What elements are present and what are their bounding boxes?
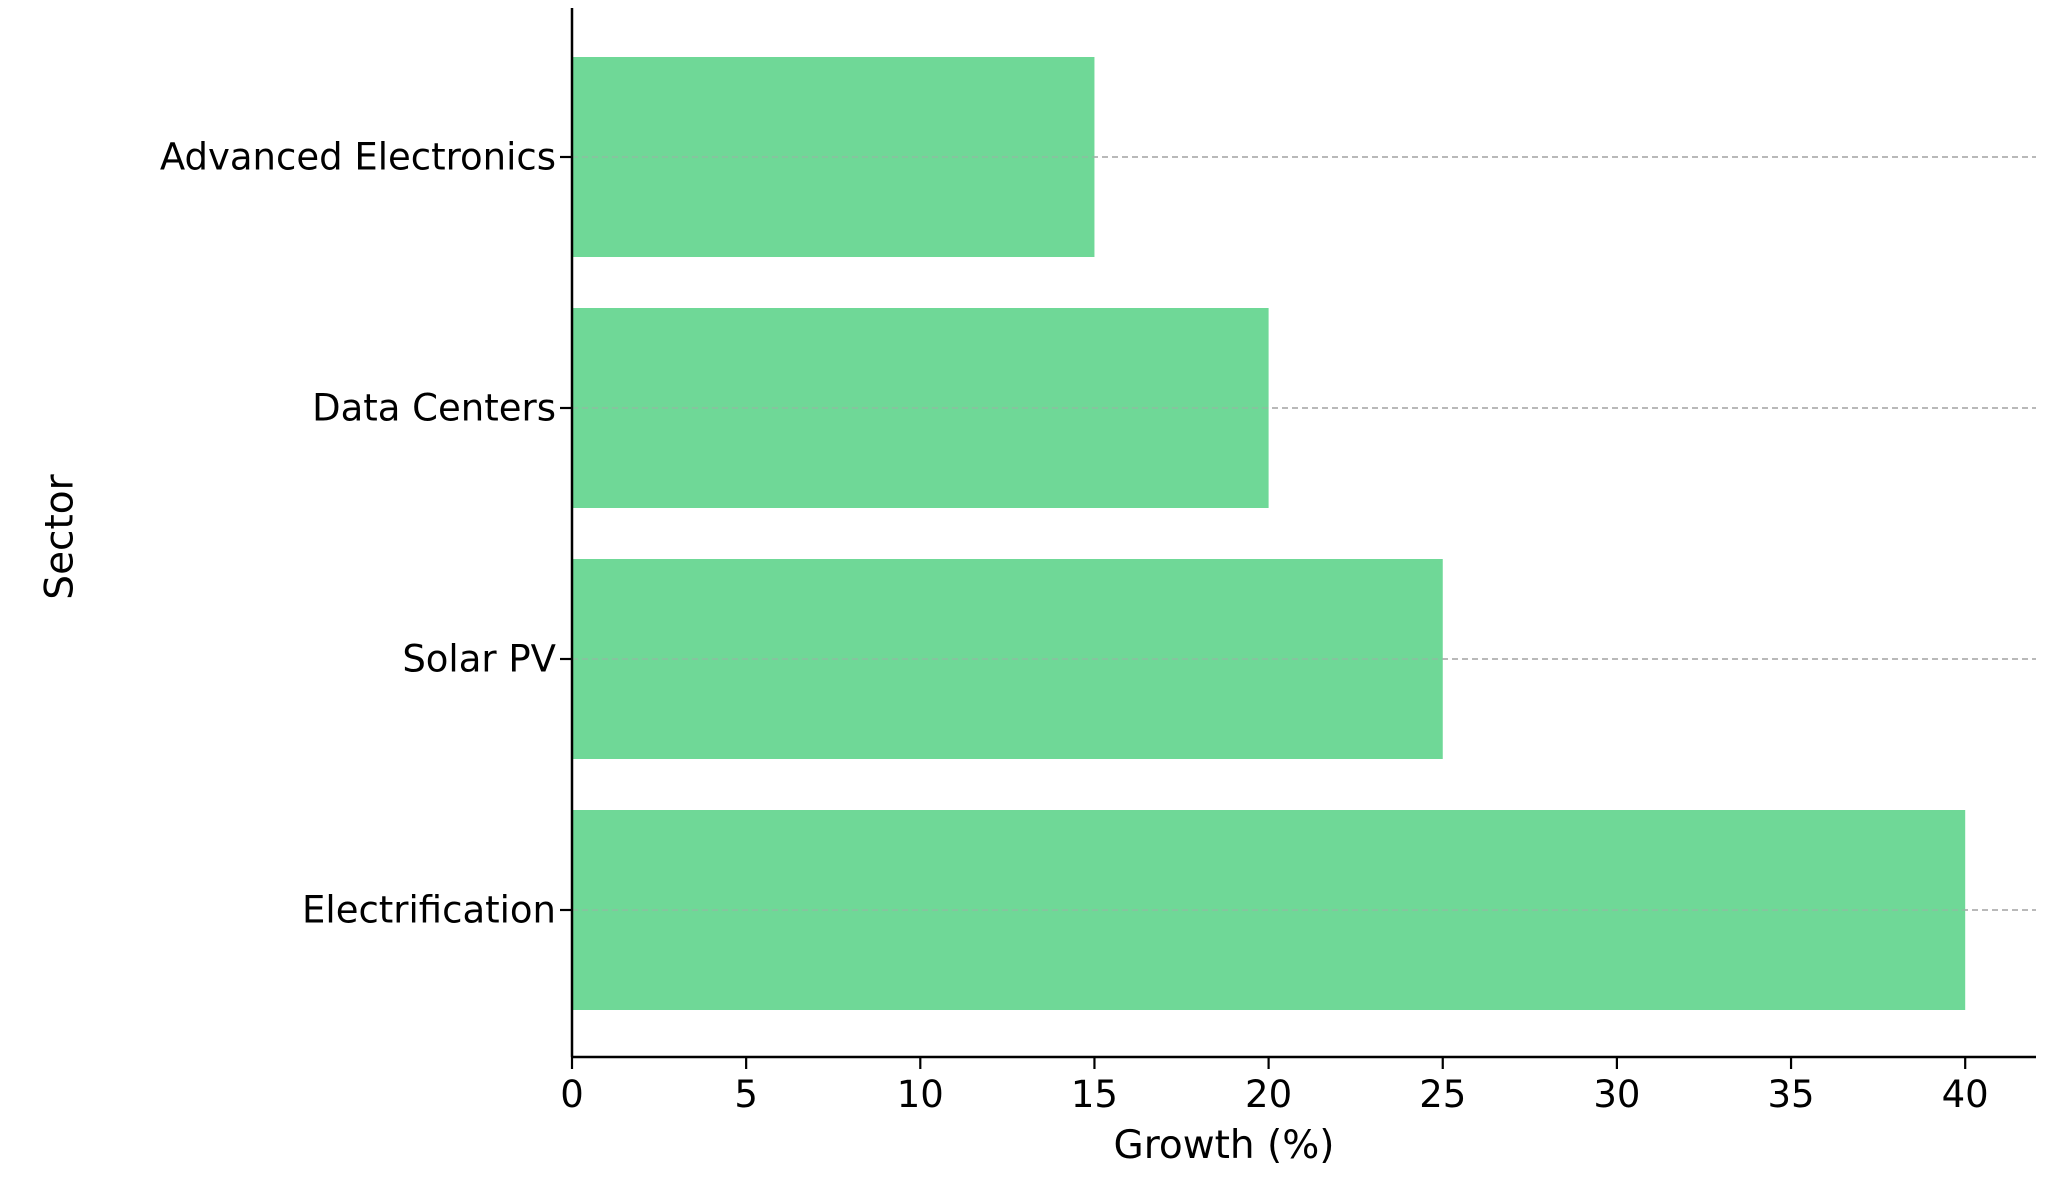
x-ticks: 0 5 10 15 20 25 30 35 40	[560, 1057, 1989, 1116]
x-tick-label: 25	[1419, 1073, 1466, 1116]
x-tick-label: 30	[1593, 1073, 1640, 1116]
x-tick-label: 10	[897, 1073, 944, 1116]
x-axis-title: Growth (%)	[1113, 1123, 1334, 1168]
y-tick-label: Data Centers	[312, 387, 556, 430]
x-tick-label: 0	[560, 1073, 584, 1116]
grid-lines	[572, 156, 2036, 911]
y-axis-title: Sector	[38, 473, 83, 599]
y-tick-label: Electrification	[302, 889, 556, 932]
x-tick-label: 15	[1071, 1073, 1118, 1116]
y-tick-label: Advanced Electronics	[160, 136, 556, 179]
y-tick-label: Solar PV	[402, 638, 556, 681]
x-tick-label: 20	[1245, 1073, 1292, 1116]
x-tick-label: 5	[734, 1073, 758, 1116]
x-tick-label: 35	[1768, 1073, 1815, 1116]
bars	[572, 57, 2036, 1010]
y-ticks: Advanced Electronics Data Centers Solar PV…	[160, 136, 572, 932]
x-tick-label: 40	[1942, 1073, 1989, 1116]
